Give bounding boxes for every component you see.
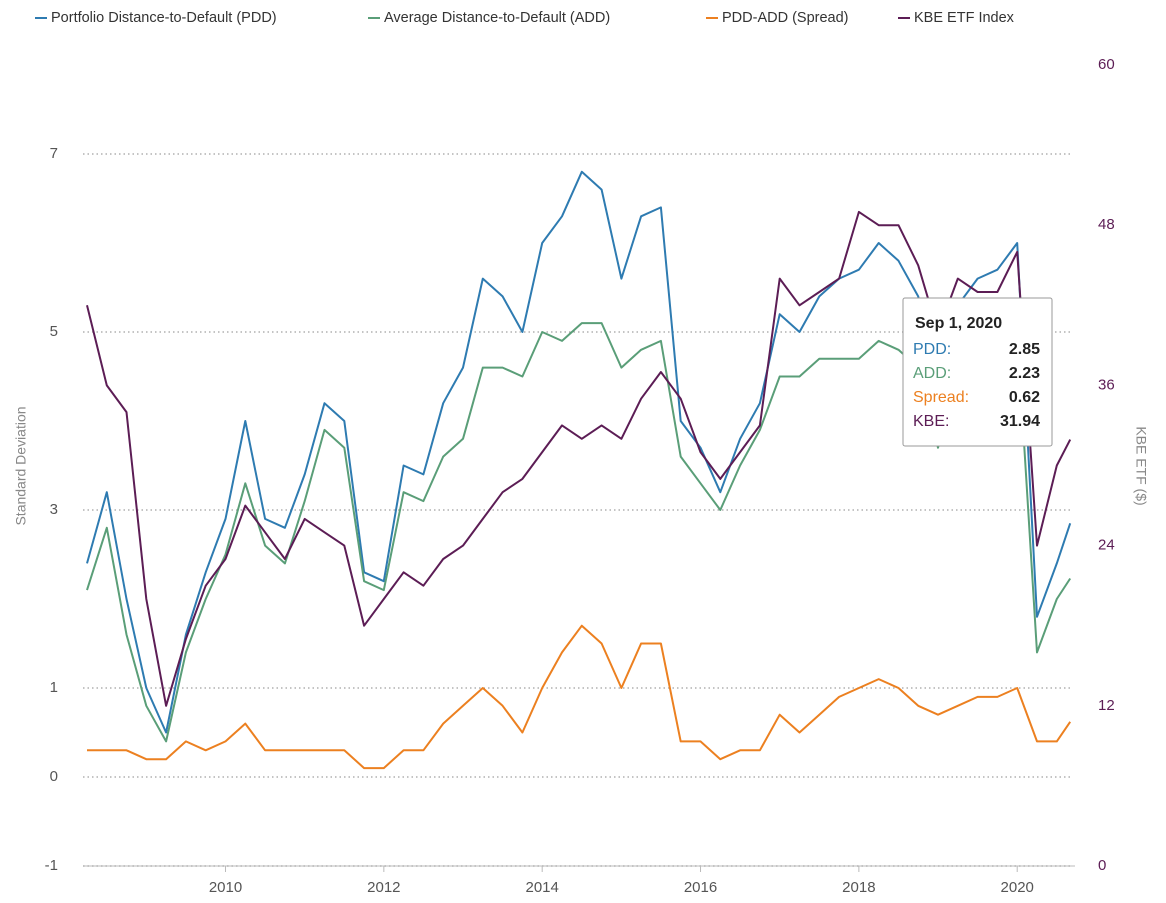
tooltip-box <box>902 297 1053 447</box>
y-tick-label: 1 <box>50 679 58 696</box>
y2-axis-title: KBE ETF ($) <box>1133 426 1149 505</box>
tooltip-label: Spread: <box>913 389 969 406</box>
tooltip-label: KBE: <box>913 413 949 430</box>
series-line <box>86 170 1072 734</box>
x-tick-label: 2018 <box>842 879 875 896</box>
y2-tick-label: 60 <box>1098 56 1115 73</box>
y2-tick-label: 48 <box>1098 216 1115 233</box>
x-tick-label: 2010 <box>209 879 242 896</box>
x-tick-label: 2014 <box>525 879 558 896</box>
tooltip-value: 2.85 <box>1009 341 1040 358</box>
y-tick-label: 5 <box>50 323 58 340</box>
tooltip-label: ADD: <box>913 365 951 382</box>
y-tick-label: 7 <box>50 145 58 162</box>
legend-label[interactable]: KBE ETF Index <box>914 10 1015 26</box>
tooltip-label: PDD: <box>913 341 951 358</box>
tooltip-value: 31.94 <box>1000 413 1040 430</box>
series-line <box>86 210 1072 707</box>
y-axis-title: Standard Deviation <box>13 406 29 525</box>
tooltip: Sep 1, 2020 PDD: 2.85 ADD: 2.23 Spread: 0.62 KB… <box>902 297 1053 447</box>
y2-tick-label: 24 <box>1098 537 1115 554</box>
tooltip-title: Sep 1, 2020 <box>915 315 1002 332</box>
legend-label[interactable]: PDD-ADD (Spread) <box>722 10 849 26</box>
y2-tick-label: 0 <box>1098 857 1106 874</box>
y2-tick-label: 12 <box>1098 697 1115 714</box>
tooltip-value: 2.23 <box>1009 365 1040 382</box>
y-tick-label: 3 <box>50 501 58 518</box>
series-line <box>87 624 1072 770</box>
tooltip-value: 0.62 <box>1009 389 1040 406</box>
y-tick-label: -1 <box>45 857 58 874</box>
x-tick-label: 2016 <box>684 879 717 896</box>
y-tick-label: 0 <box>50 768 58 785</box>
x-tick-label: 2012 <box>367 879 400 896</box>
x-tick-label: 2020 <box>1001 879 1034 896</box>
legend-label[interactable]: Average Distance-to-Default (ADD) <box>384 10 610 26</box>
legend-label[interactable]: Portfolio Distance-to-Default (PDD) <box>51 10 277 26</box>
y2-tick-label: 36 <box>1098 376 1115 393</box>
